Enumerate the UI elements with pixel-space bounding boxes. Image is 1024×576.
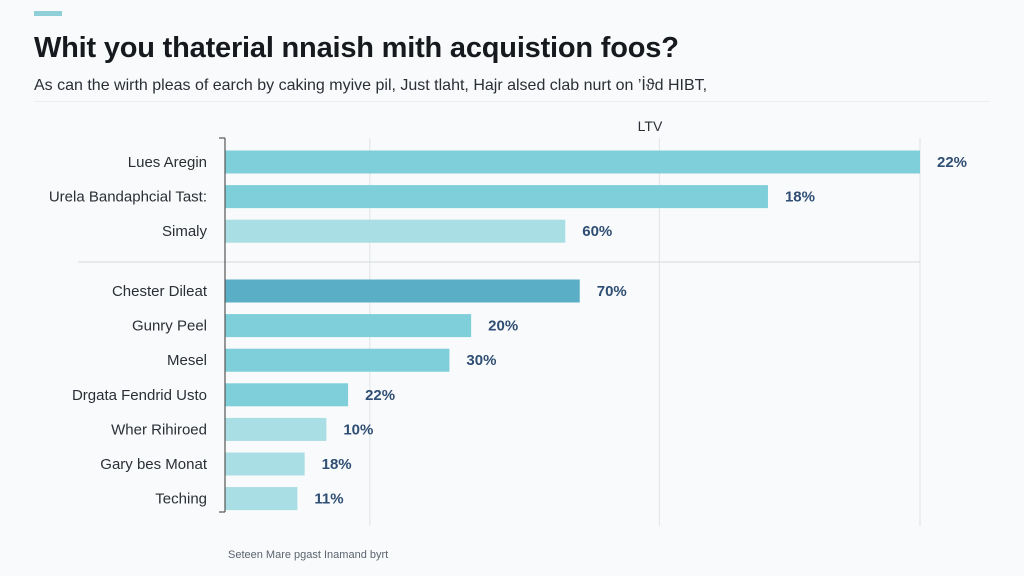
category-label: Mesel [167, 352, 207, 369]
value-label: 11% [314, 491, 343, 508]
bar-2-6[interactable] [225, 452, 305, 476]
value-label: 18% [785, 189, 815, 206]
category-label: Chester Dileat [112, 283, 208, 300]
category-label: Lues Aregin [128, 154, 207, 171]
bar-2-3[interactable] [225, 348, 450, 372]
value-label: 18% [322, 456, 352, 473]
category-label: Simaly [162, 223, 208, 240]
value-label: 70% [597, 283, 627, 300]
header-divider [34, 101, 990, 102]
category-label: Teching [155, 491, 207, 508]
bar-1-1[interactable] [225, 150, 920, 174]
chart-subtitle: As can the wirth pleas of earch by cakin… [34, 77, 708, 94]
bar-1-3[interactable] [225, 219, 566, 243]
category-label: Drgata Fendrid Usto [72, 387, 207, 404]
header-accent-bar [34, 11, 62, 16]
source-note: Seteen Mare pgast Inamand byrt [228, 549, 389, 561]
value-label: 30% [466, 352, 496, 369]
bar-2-2[interactable] [225, 314, 472, 338]
value-label: 10% [343, 421, 373, 438]
value-label: 60% [582, 223, 612, 240]
bar-2-4[interactable] [225, 383, 349, 407]
bar-2-1[interactable] [225, 279, 580, 303]
bar-2-5[interactable] [225, 417, 327, 441]
bar-1-2[interactable] [225, 185, 768, 209]
category-label: Gary bes Monat [100, 456, 208, 473]
value-label: 20% [488, 318, 518, 335]
value-label: 22% [937, 154, 967, 171]
axis-title: LTV [638, 118, 663, 134]
category-label: Gunry Peel [132, 318, 207, 335]
value-label: 22% [365, 387, 395, 404]
category-label: Urela Bandaphcial Tast: [49, 189, 207, 206]
chart-title: Whit you thaterial nnaish mith acquistio… [34, 32, 679, 64]
category-label: Wher Rihiroed [111, 421, 207, 438]
bar-2-7[interactable] [225, 487, 298, 511]
